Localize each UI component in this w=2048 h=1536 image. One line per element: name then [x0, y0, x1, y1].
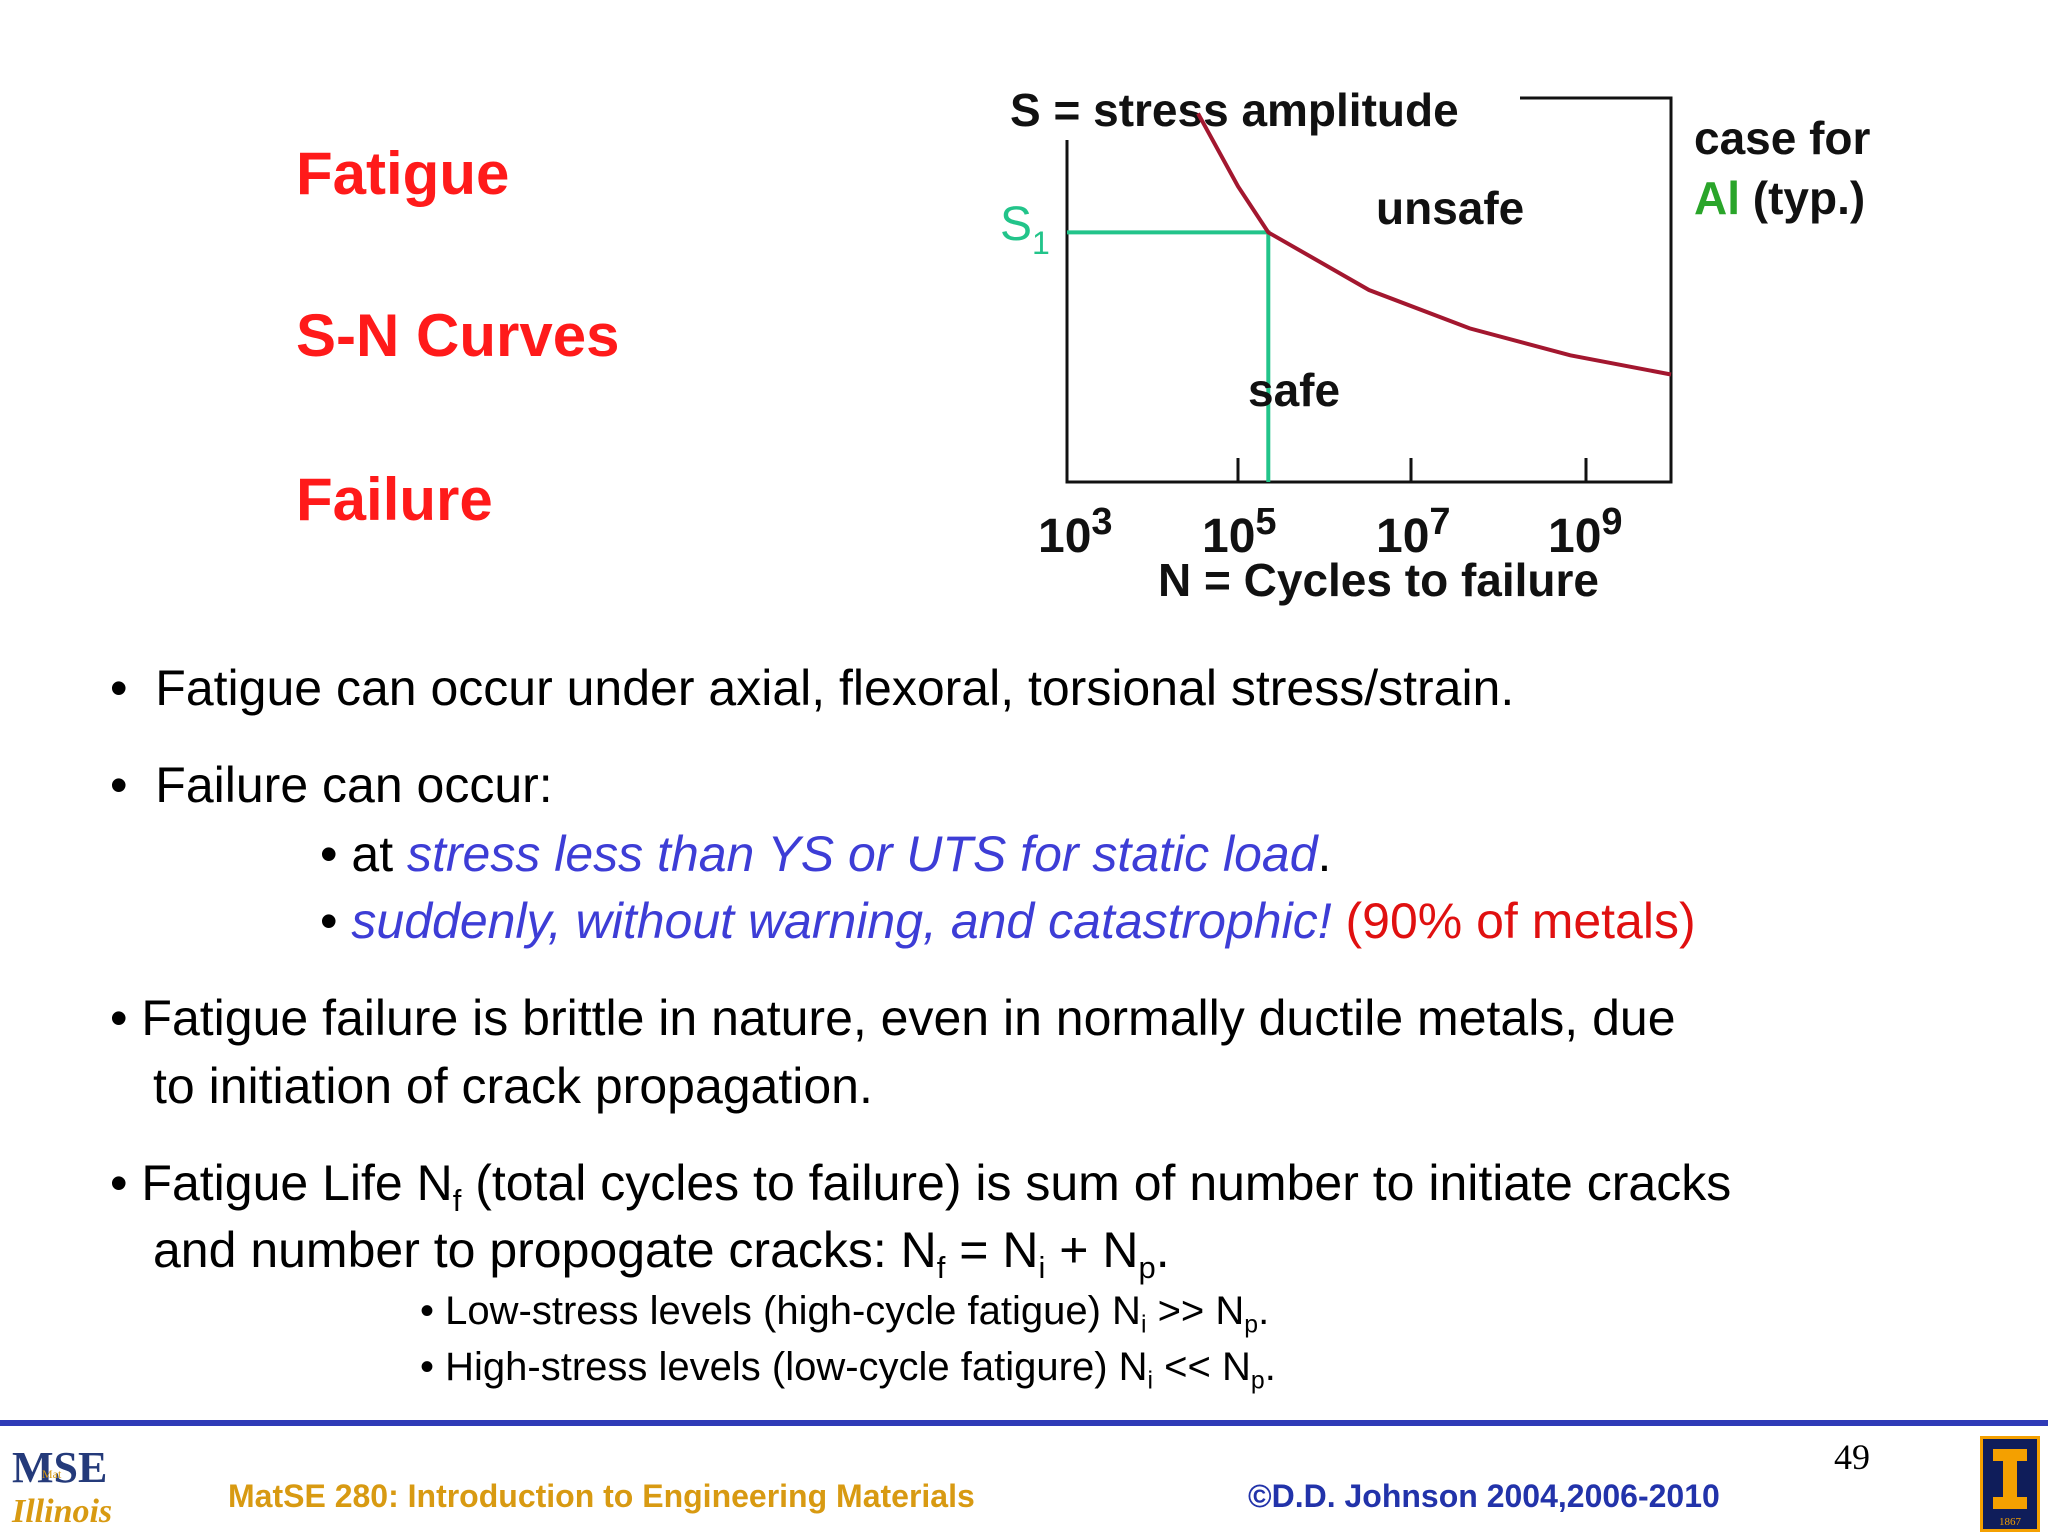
bullet-4: • Fatigue Life Nf (total cycles to failu…	[110, 1155, 1732, 1218]
x-tick-label: 103	[1038, 501, 1113, 563]
title-fatigue: Fatigue	[296, 140, 510, 207]
ylabel-mask	[1005, 78, 1520, 140]
illinois-block-i-logo: 1867	[1980, 1436, 2040, 1532]
bullet-4-line-2: and number to propogate cracks: Nf = Ni …	[153, 1222, 1170, 1285]
page-number: 49	[1834, 1437, 1870, 1477]
case-al-label: Al (typ.)	[1694, 172, 1865, 224]
x-tick-label: 105	[1202, 501, 1277, 563]
x-axis-label: N = Cycles to failure	[1158, 554, 1599, 606]
title-sn-curves: S-N Curves	[296, 302, 620, 369]
copyright: ©D.D. Johnson 2004,2006-2010	[1248, 1478, 1720, 1514]
sub-bullet-static-load: • at stress less than YS or UTS for stat…	[320, 826, 1332, 882]
x-tick-label: 107	[1376, 501, 1451, 563]
s1-guide-lines	[1067, 230, 1271, 482]
footer-divider	[0, 1420, 2048, 1426]
sub-bullet-sudden: • suddenly, without warning, and catastr…	[320, 893, 1696, 949]
x-tick-label: 109	[1548, 501, 1623, 563]
sub-bullet-low-stress: • Low-stress levels (high-cycle fatigue)…	[420, 1289, 1270, 1339]
unsafe-region-label: unsafe	[1376, 182, 1524, 234]
s1-label: S1	[1000, 198, 1050, 261]
bullet-1: • Fatigue can occur under axial, flexora…	[110, 660, 1515, 716]
svg-text:Illinois: Illinois	[11, 1493, 112, 1530]
safe-region-label: safe	[1248, 364, 1340, 416]
bullet-1-text: Fatigue can occur under axial, flexoral,…	[155, 660, 1515, 716]
svg-text:Mat: Mat	[42, 1467, 62, 1481]
bullet-3-line-2: to initiation of crack propagation.	[153, 1058, 873, 1114]
sn-curve-line	[1196, 112, 1672, 377]
svg-text:MSE: MSE	[12, 1443, 107, 1492]
course-name: MatSE 280: Introduction to Engineering M…	[228, 1478, 975, 1514]
sub-bullet-high-stress: • High-stress levels (low-cycle fatigure…	[420, 1345, 1276, 1395]
y-axis-label: S = stress amplitude	[1010, 84, 1459, 136]
bullet-2-text: Failure can occur:	[155, 757, 553, 813]
bullet-2: • Failure can occur:	[110, 757, 553, 813]
svg-text:1867: 1867	[1999, 1516, 2022, 1528]
title-failure: Failure	[296, 466, 493, 533]
mse-illinois-logo: MSE Mat Illinois	[11, 1443, 112, 1530]
case-for-label: case for	[1694, 112, 1871, 164]
sn-curve-chart: S = stress amplitude S1 unsafe safe case…	[1000, 78, 1871, 606]
bullet-3: • Fatigue failure is brittle in nature, …	[110, 990, 1676, 1046]
block-i-icon	[1993, 1449, 2027, 1509]
